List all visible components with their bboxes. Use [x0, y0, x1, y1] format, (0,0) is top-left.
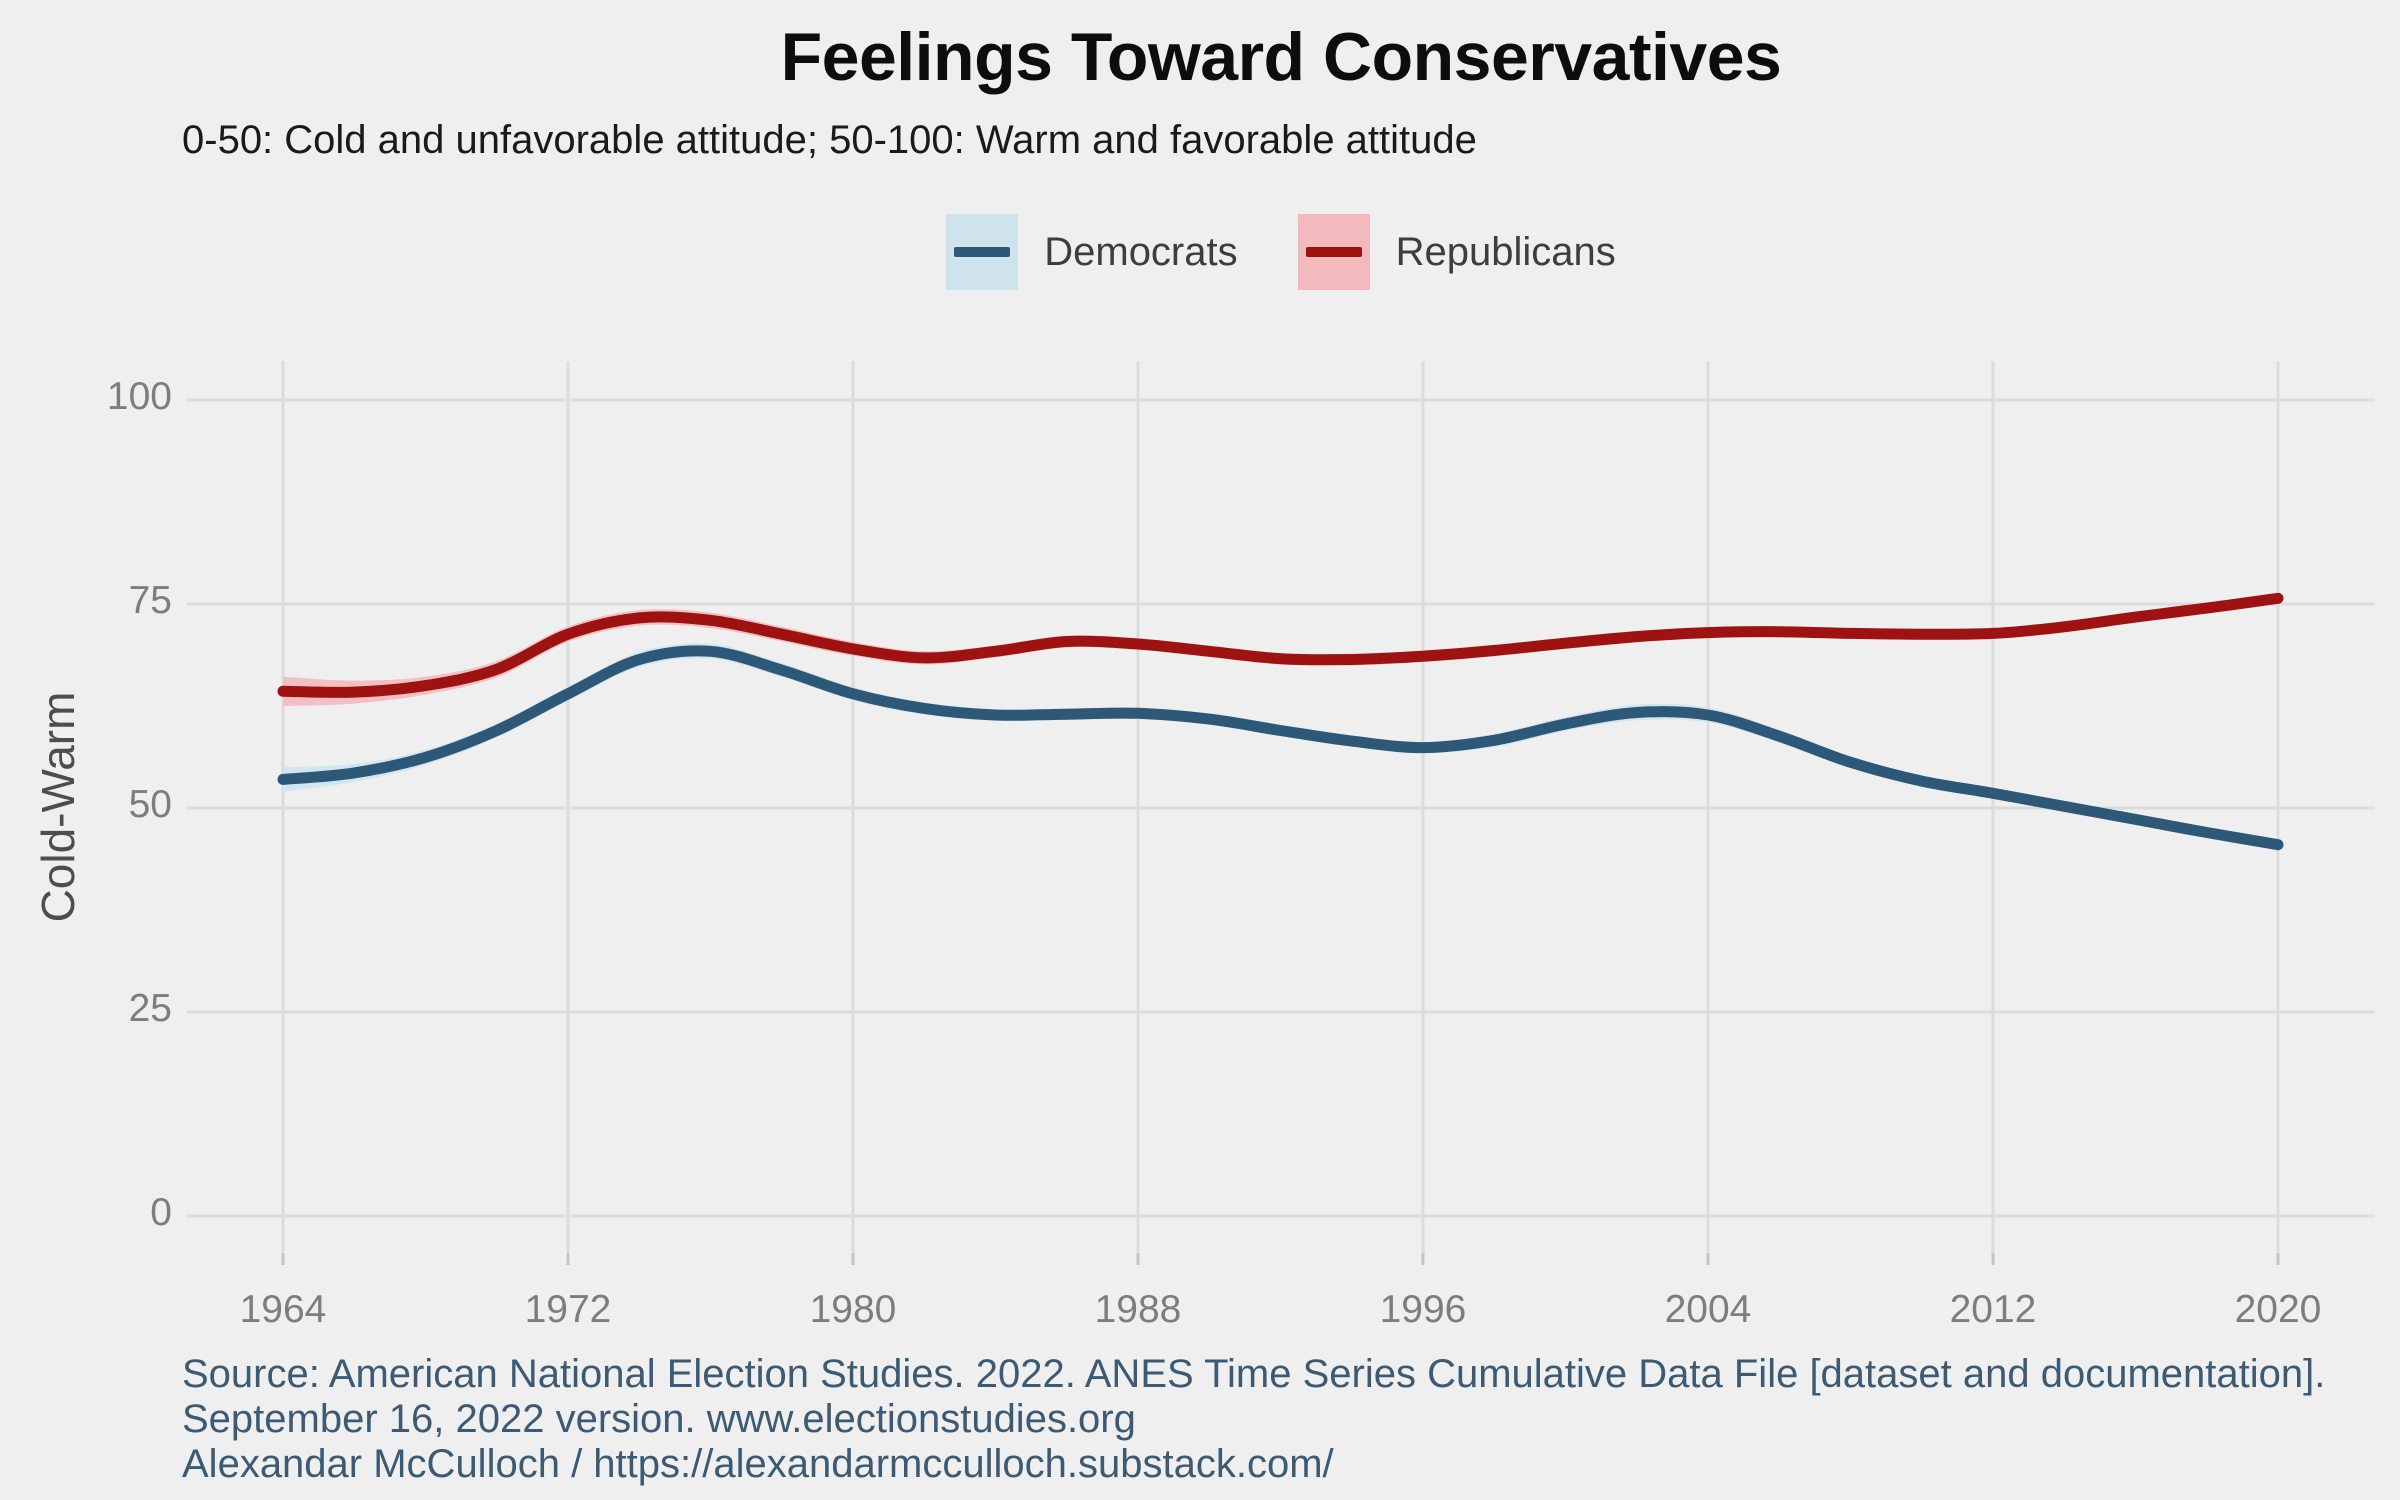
democrats-trend-line	[277, 645, 2284, 851]
caption-line-3: Alexandar McCulloch / https://alexandarm…	[182, 1442, 1334, 1486]
x-tick-label-2012: 2012	[1949, 1288, 2037, 1331]
democrats-confidence-ribbon	[283, 643, 2278, 849]
x-tick-label-2004: 2004	[1664, 1288, 1752, 1331]
x-tick-label-1980: 1980	[809, 1288, 897, 1331]
legend-label-republicans: Republicans	[1395, 229, 1616, 274]
y-tick-label-0: 0	[150, 1191, 172, 1234]
republicans-legend-swatch	[1297, 214, 1370, 290]
legend-label-democrats: Democrats	[1044, 229, 1238, 274]
y-tick-label-50: 50	[128, 783, 172, 826]
x-tick-label-1988: 1988	[1094, 1288, 1182, 1331]
republicans-trend-line	[277, 592, 2284, 698]
caption-line-2: September 16, 2022 version. www.election…	[182, 1397, 1136, 1441]
legend: Democrats Republicans	[181, 212, 2381, 292]
x-tick-label-1996: 1996	[1379, 1288, 1467, 1331]
y-tick-label-75: 75	[128, 579, 172, 622]
source-caption: Source: American National Election Studi…	[182, 1352, 2325, 1487]
page-title: Feelings Toward Conservatives	[780, 19, 1782, 95]
democrats-legend-swatch	[946, 214, 1019, 290]
legend-item-republicans: Republicans	[1297, 214, 1616, 290]
caption-line-1: Source: American National Election Studi…	[182, 1352, 2326, 1396]
x-tick-label-1964: 1964	[239, 1288, 327, 1331]
x-tick-label-1972: 1972	[524, 1288, 612, 1331]
democrats-line-sample-icon	[954, 247, 1011, 257]
y-tick-label-100: 100	[106, 375, 172, 418]
y-tick-label-25: 25	[128, 987, 172, 1030]
x-tick-label-2020: 2020	[2234, 1288, 2322, 1331]
chart-subtitle: 0-50: Cold and unfavorable attitude; 50-…	[182, 118, 1477, 162]
republicans-line-sample-icon	[1305, 247, 1362, 257]
legend-item-democrats: Democrats	[946, 214, 1238, 290]
